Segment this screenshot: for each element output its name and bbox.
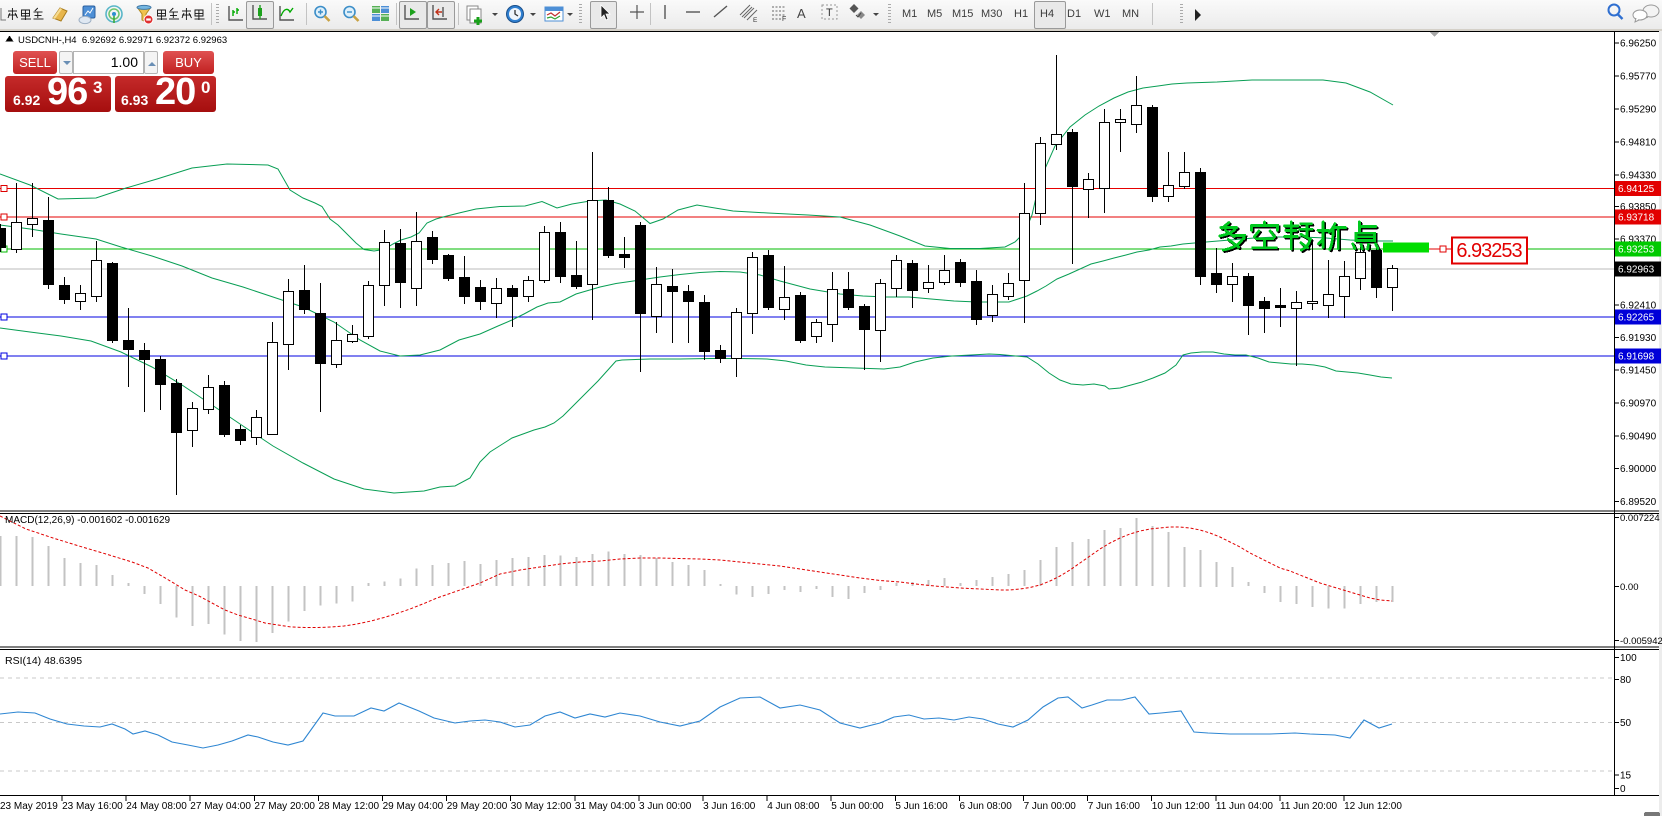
svg-text:50: 50 (1620, 718, 1632, 729)
svg-text:30 May 12:00: 30 May 12:00 (511, 801, 572, 812)
svg-text:0.00: 0.00 (1620, 582, 1639, 593)
svg-text:6.89520: 6.89520 (1620, 497, 1657, 508)
svg-text:6.90970: 6.90970 (1620, 399, 1657, 410)
svg-text:0: 0 (1620, 784, 1626, 795)
svg-text:6.90000: 6.90000 (1620, 464, 1657, 475)
svg-text:6.95290: 6.95290 (1620, 105, 1657, 116)
svg-text:-0.005942: -0.005942 (1620, 636, 1662, 647)
svg-text:24 May 08:00: 24 May 08:00 (126, 801, 187, 812)
svg-text:5 Jun 16:00: 5 Jun 16:00 (895, 801, 948, 812)
svg-text:MACD(12,26,9) -0.001602 -0.001: MACD(12,26,9) -0.001602 -0.001629 (5, 515, 171, 526)
svg-text:6.91450: 6.91450 (1620, 366, 1657, 377)
svg-text:7 Jun 00:00: 7 Jun 00:00 (1024, 801, 1077, 812)
svg-text:6.94810: 6.94810 (1620, 138, 1657, 149)
svg-text:6.92410: 6.92410 (1620, 301, 1657, 312)
svg-text:11 Jun 20:00: 11 Jun 20:00 (1280, 801, 1338, 812)
svg-text:6.91698: 6.91698 (1618, 352, 1655, 363)
svg-text:7 Jun 16:00: 7 Jun 16:00 (1088, 801, 1141, 812)
svg-text:28 May 12:00: 28 May 12:00 (319, 801, 380, 812)
svg-text:6.93370: 6.93370 (1620, 235, 1657, 246)
svg-text:12 Jun 12:00: 12 Jun 12:00 (1344, 801, 1402, 812)
svg-text:15: 15 (1620, 771, 1632, 782)
svg-text:6.93718: 6.93718 (1618, 213, 1655, 224)
svg-text:F: F (782, 16, 786, 23)
svg-text:6.93850: 6.93850 (1620, 202, 1657, 213)
svg-text:6.92963: 6.92963 (1618, 265, 1655, 276)
svg-text:5 Jun 00:00: 5 Jun 00:00 (831, 801, 884, 812)
svg-text:4 Jun 08:00: 4 Jun 08:00 (767, 801, 820, 812)
svg-text:27 May 04:00: 27 May 04:00 (190, 801, 251, 812)
svg-text:29 May 04:00: 29 May 04:00 (383, 801, 444, 812)
svg-text:27 May 20:00: 27 May 20:00 (254, 801, 315, 812)
svg-text:6.94125: 6.94125 (1618, 184, 1655, 195)
svg-text:23 May 2019: 23 May 2019 (0, 801, 58, 812)
svg-text:E: E (753, 17, 758, 24)
svg-text:10 Jun 12:00: 10 Jun 12:00 (1152, 801, 1210, 812)
svg-text:6.93253: 6.93253 (1456, 240, 1522, 262)
svg-text:T: T (826, 7, 833, 19)
svg-text:RSI(14) 48.6395: RSI(14) 48.6395 (5, 655, 82, 667)
svg-text:80: 80 (1620, 675, 1632, 686)
svg-text:31 May 04:00: 31 May 04:00 (575, 801, 636, 812)
svg-text:0.007224: 0.007224 (1620, 513, 1660, 524)
svg-text:3 Jun 16:00: 3 Jun 16:00 (703, 801, 756, 812)
svg-text:6.90490: 6.90490 (1620, 432, 1657, 443)
svg-text:6.92265: 6.92265 (1618, 313, 1655, 324)
svg-text:6.93253: 6.93253 (1618, 245, 1655, 256)
svg-text:23 May 16:00: 23 May 16:00 (62, 801, 123, 812)
svg-text:100: 100 (1620, 653, 1637, 664)
svg-text:3 Jun 00:00: 3 Jun 00:00 (639, 801, 692, 812)
svg-text:6.94330: 6.94330 (1620, 171, 1657, 182)
svg-text:6.96250: 6.96250 (1620, 39, 1657, 50)
svg-text:11 Jun 04:00: 11 Jun 04:00 (1216, 801, 1274, 812)
svg-text:6.91930: 6.91930 (1620, 333, 1657, 344)
svg-text:6.95770: 6.95770 (1620, 72, 1657, 83)
svg-text:29 May 20:00: 29 May 20:00 (447, 801, 508, 812)
svg-text:USDCNH-,H4 6.92692 6.92971 6.: USDCNH-,H4 6.92692 6.92971 6.92372 6.929… (18, 35, 227, 46)
svg-text:6 Jun 08:00: 6 Jun 08:00 (960, 801, 1013, 812)
